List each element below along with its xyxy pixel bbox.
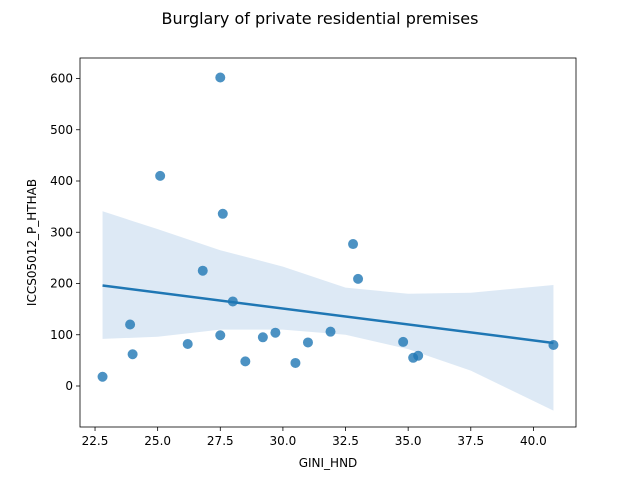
data-point-2 bbox=[127, 349, 138, 360]
data-point-14 bbox=[302, 337, 313, 348]
chart-title: Burglary of private residential premises bbox=[162, 9, 479, 28]
confidence-band-layer bbox=[102, 211, 554, 411]
data-point-5 bbox=[197, 265, 208, 276]
data-point-10 bbox=[240, 356, 251, 367]
x-axis-label: GINI_HND bbox=[299, 456, 358, 470]
y-tick-label-2: 200 bbox=[50, 277, 73, 291]
data-point-16 bbox=[348, 239, 359, 250]
data-point-13 bbox=[290, 357, 301, 368]
y-axis-label: ICCS05012_P_HTHAB bbox=[25, 179, 39, 306]
confidence-band bbox=[102, 211, 554, 411]
x-tick-label-4: 32.5 bbox=[332, 434, 359, 448]
data-point-1 bbox=[125, 319, 136, 330]
y-tick-label-1: 100 bbox=[50, 328, 73, 342]
data-point-3 bbox=[155, 170, 166, 181]
y-tick-label-5: 500 bbox=[50, 123, 73, 137]
data-point-20 bbox=[413, 350, 424, 361]
data-point-6 bbox=[215, 72, 226, 83]
points-layer bbox=[97, 72, 559, 382]
plot-frame bbox=[79, 57, 577, 428]
data-point-12 bbox=[270, 327, 281, 338]
y-tick-label-4: 400 bbox=[50, 174, 73, 188]
x-tick-label-7: 40.0 bbox=[520, 434, 547, 448]
regression-line-layer bbox=[102, 284, 554, 345]
data-point-11 bbox=[257, 332, 268, 343]
y-tick-label-0: 0 bbox=[65, 379, 73, 393]
regression-line bbox=[102, 284, 554, 345]
y-tick-label-3: 300 bbox=[50, 225, 73, 239]
data-point-7 bbox=[215, 330, 226, 341]
data-point-18 bbox=[398, 336, 409, 347]
data-point-15 bbox=[325, 326, 336, 337]
x-tick-label-5: 35.0 bbox=[395, 434, 422, 448]
x-tick-label-0: 22.5 bbox=[82, 434, 109, 448]
y-tick-label-6: 600 bbox=[50, 72, 73, 86]
x-tick-label-3: 30.0 bbox=[270, 434, 297, 448]
y-axis-ticks: 0 100 200 300 400 500 600 bbox=[50, 72, 80, 393]
x-tick-label-1: 25.0 bbox=[144, 434, 171, 448]
x-axis-ticks: 22.5 25.0 27.5 30.0 32.5 35.0 37.5 40.0 bbox=[82, 427, 547, 448]
data-point-8 bbox=[217, 208, 228, 219]
data-point-0 bbox=[97, 371, 108, 382]
x-tick-label-6: 37.5 bbox=[457, 434, 484, 448]
x-tick-label-2: 27.5 bbox=[207, 434, 234, 448]
data-point-17 bbox=[353, 273, 364, 284]
data-point-4 bbox=[182, 338, 193, 349]
